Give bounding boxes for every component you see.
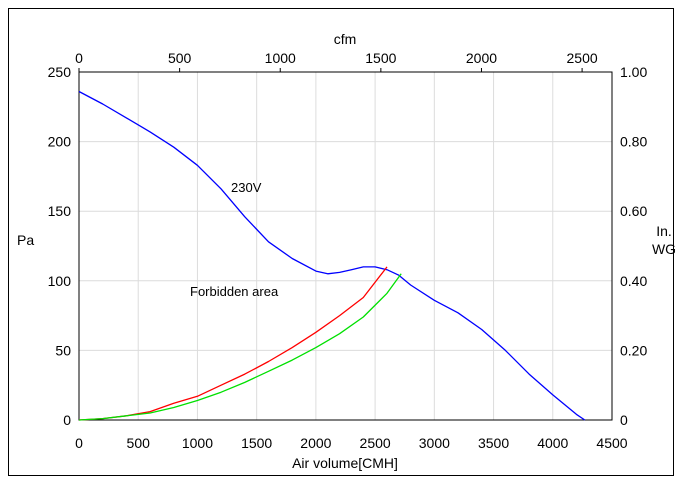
grid <box>79 72 612 420</box>
right-tick-label: 0 <box>620 412 628 428</box>
annotation-forbidden-area: Forbidden area <box>190 284 279 299</box>
top-axis-label: cfm <box>334 31 357 47</box>
pressure-curve-230v <box>78 90 586 421</box>
y-tick-label: 50 <box>55 342 71 358</box>
chart-frame <box>8 8 674 476</box>
x-tick-label: 1000 <box>182 435 213 451</box>
right-tick-label: 0.20 <box>620 342 647 358</box>
right-tick-label: 0.80 <box>620 134 647 150</box>
top-tick-label: 1500 <box>365 50 396 66</box>
top-tick-label: 2000 <box>466 50 497 66</box>
y-tick-label: 150 <box>48 203 72 219</box>
annotation-230v: 230V <box>231 180 262 195</box>
y-tick-label: 0 <box>63 412 71 428</box>
x-tick-label: 2500 <box>360 435 391 451</box>
right-tick-label: 0.40 <box>620 273 647 289</box>
right-axis-label-line2: WG <box>652 241 676 257</box>
x-tick-label: 4500 <box>596 435 627 451</box>
x-tick-label: 3500 <box>478 435 509 451</box>
x-tick-label: 500 <box>127 435 151 451</box>
right-tick-label: 0.60 <box>620 203 647 219</box>
y-tick-label: 100 <box>48 273 72 289</box>
plot-area <box>78 71 613 421</box>
bottom-axis-label: Air volume[CMH] <box>292 455 398 471</box>
y-tick-label: 200 <box>48 134 72 150</box>
top-tick-label: 1000 <box>265 50 296 66</box>
right-tick-label: 1.00 <box>620 64 647 80</box>
top-tick-label: 2500 <box>567 50 598 66</box>
y-tick-label: 250 <box>48 64 72 80</box>
x-tick-label: 4000 <box>537 435 568 451</box>
x-tick-label: 0 <box>75 435 83 451</box>
x-tick-label: 3000 <box>419 435 450 451</box>
x-tick-label: 2000 <box>300 435 331 451</box>
top-tick-label: 500 <box>168 50 192 66</box>
top-tick-label: 0 <box>75 50 83 66</box>
forbidden-boundary-green <box>78 273 402 421</box>
x-tick-label: 1500 <box>241 435 272 451</box>
series-group <box>78 90 586 421</box>
right-axis-label-line1: In. <box>656 223 672 239</box>
left-axis-label: Pa <box>17 232 34 248</box>
